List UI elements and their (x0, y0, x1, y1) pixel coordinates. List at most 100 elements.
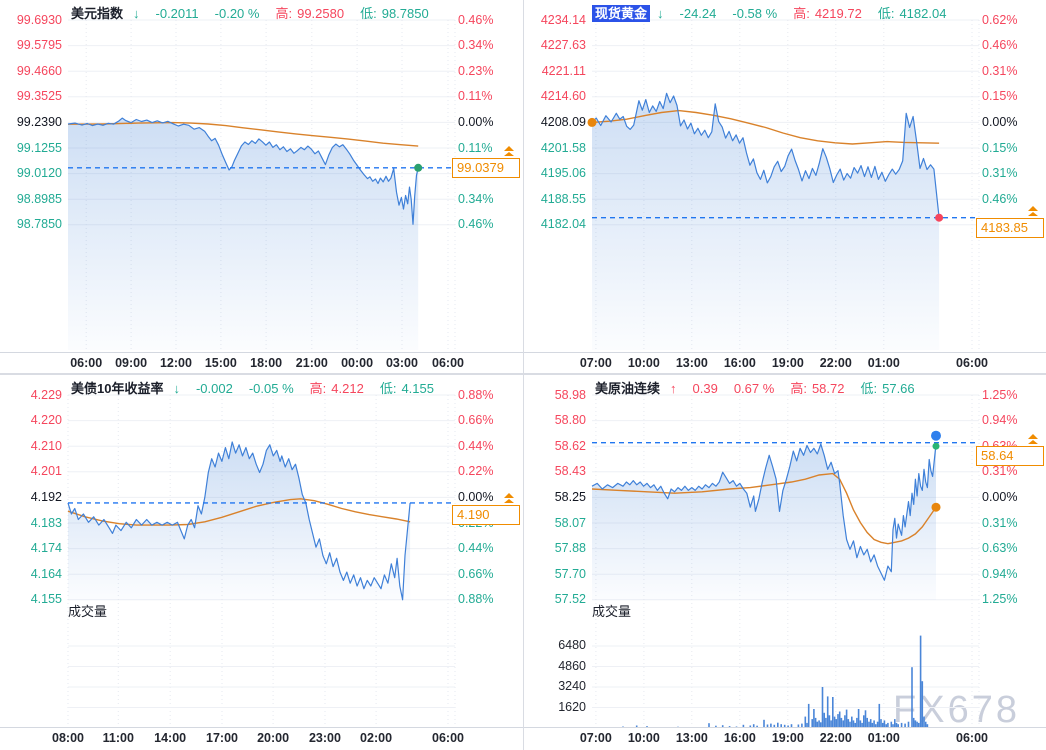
x-axis-tick: 07:00 (579, 356, 612, 370)
y-axis-tick-right: 0.62% (982, 12, 1018, 27)
jump-to-latest-arrow-icon[interactable] (1028, 434, 1039, 444)
chart-canvas[interactable] (524, 375, 1046, 750)
y-axis-tick-left: 99.6930 (16, 12, 62, 27)
y-axis-tick-left: 98.8985 (16, 191, 62, 206)
x-axis-tick: 16:00 (723, 356, 756, 370)
jump-to-latest-arrow-icon[interactable] (504, 146, 515, 156)
y-axis-tick-left: 57.52 (554, 592, 586, 607)
y-axis-tick-left: 4221.11 (541, 63, 586, 78)
y-axis-tick-right: 0.94% (982, 413, 1018, 428)
y-axis-tick-right: 0.46% (982, 191, 1018, 206)
y-axis-tick-right: 0.00% (982, 489, 1018, 504)
y-axis-tick-right: 0.15% (982, 89, 1018, 104)
last-price-box: 99.0379 (452, 158, 520, 178)
y-axis-tick-right: 0.46% (982, 38, 1018, 53)
volume-section-label: 成交量 (68, 604, 108, 619)
y-axis-tick-right: 0.44% (458, 541, 494, 556)
y-axis-tick-left: 4234.14 (540, 12, 586, 27)
y-axis-tick-left: 58.80 (554, 413, 586, 428)
y-axis-tick-right: 0.66% (458, 566, 494, 581)
y-axis-tick-left: 4.210 (30, 438, 62, 453)
x-axis-tick: 19:00 (771, 731, 804, 745)
panel-spot-gold: 现货黄金 ↓ -24.24 -0.58 % 高: 4219.72 低: 4182… (523, 0, 1046, 375)
x-axis-tick: 06:00 (70, 356, 103, 370)
x-axis-tick: 13:00 (675, 731, 708, 745)
y-axis-tick-left: 58.98 (554, 387, 586, 402)
change-value: -0.002 (195, 381, 233, 396)
volume-axis-tick: 4860 (558, 658, 586, 673)
x-axis-tick: 15:00 (204, 356, 237, 370)
y-axis-tick-left: 58.62 (554, 438, 586, 453)
y-axis-tick-left: 4.229 (30, 387, 62, 402)
x-axis-tick: 00:00 (341, 356, 374, 370)
y-axis-tick-left: 99.2390 (16, 114, 62, 129)
y-axis-tick-left: 4195.06 (540, 166, 586, 181)
x-axis-tick: 20:00 (257, 731, 290, 745)
x-axis-tick: 01:00 (867, 356, 900, 370)
y-axis-tick-right: 0.46% (458, 12, 494, 27)
instrument-title[interactable]: 美元指数 (71, 6, 124, 21)
change-percent: -0.20 % (214, 6, 260, 21)
y-axis-tick-right: 0.11% (458, 140, 493, 155)
direction-arrow-icon: ↓ (133, 6, 140, 21)
instrument-title[interactable]: 美债10年收益率 (71, 381, 164, 396)
high-value: 4219.72 (814, 6, 862, 21)
y-axis-tick-left: 99.3525 (16, 89, 62, 104)
y-axis-tick-left: 99.5795 (16, 38, 62, 53)
x-axis-tick: 03:00 (385, 356, 418, 370)
instrument-title[interactable]: 现货黄金 (592, 5, 651, 22)
high-value: 58.72 (811, 381, 845, 396)
y-axis-tick-left: 57.70 (554, 566, 586, 581)
x-axis-tick: 19:00 (771, 356, 804, 370)
direction-arrow-icon: ↓ (173, 381, 180, 396)
y-axis-tick-right: 0.44% (458, 438, 494, 453)
y-axis-tick-right: 0.88% (458, 592, 494, 607)
low-label: 低: (860, 381, 878, 396)
price-chart-svg (0, 394, 523, 728)
y-axis-tick-right: 0.31% (982, 515, 1018, 530)
y-axis-tick-left: 58.07 (554, 515, 586, 530)
x-axis-tick: 14:00 (154, 731, 187, 745)
x-axis-tick: 06:00 (956, 356, 989, 370)
jump-to-latest-arrow-icon[interactable] (1028, 206, 1039, 216)
last-price-box: 4183.85 (976, 218, 1044, 238)
y-axis-tick-left: 4.220 (30, 413, 62, 428)
y-axis-tick-left: 98.7850 (16, 217, 62, 232)
x-axis-tick: 06:00 (432, 356, 465, 370)
volume-section-label: 成交量 (592, 604, 632, 619)
y-axis-tick-left: 4214.60 (540, 89, 586, 104)
chart-canvas[interactable] (0, 375, 523, 750)
panel-usd-index: 美元指数 ↓ -0.2011 -0.20 % 高: 99.2580 低: 98.… (0, 0, 523, 375)
y-axis-tick-left: 4.164 (30, 566, 62, 581)
y-axis-tick-left: 4208.09 (540, 114, 586, 129)
high-label: 高: (309, 381, 327, 396)
instrument-title[interactable]: 美原油连续 (595, 381, 661, 396)
y-axis-tick-left: 4.183 (30, 515, 62, 530)
low-value: 98.7850 (381, 6, 429, 21)
high-value: 99.2580 (297, 6, 345, 21)
y-axis-tick-right: 0.34% (458, 191, 494, 206)
x-axis-tick: 22:00 (819, 356, 852, 370)
y-axis-tick-left: 4.174 (30, 541, 62, 556)
y-axis-tick-right: 0.63% (982, 541, 1018, 556)
jump-to-latest-arrow-icon[interactable] (504, 493, 515, 503)
y-axis-tick-right: 0.23% (458, 63, 494, 78)
chart-canvas[interactable] (524, 0, 1046, 373)
change-value: -24.24 (679, 6, 717, 21)
y-axis-tick-left: 57.88 (554, 541, 586, 556)
y-axis-tick-left: 4.192 (30, 489, 62, 504)
y-axis-tick-right: 0.00% (458, 114, 494, 129)
x-axis-tick: 17:00 (206, 731, 238, 745)
chart-header: 现货黄金 ↓ -24.24 -0.58 % 高: 4219.72 低: 4182… (592, 5, 946, 22)
y-axis-tick-right: 0.31% (982, 464, 1018, 479)
change-value: 0.39 (692, 381, 718, 396)
x-axis-tick: 21:00 (295, 356, 328, 370)
x-axis-tick: 02:00 (360, 731, 393, 745)
change-value: -0.2011 (155, 6, 199, 21)
y-axis-tick-left: 4.201 (30, 464, 62, 479)
chart-canvas[interactable] (0, 0, 523, 373)
y-axis-tick-right: 0.00% (982, 114, 1018, 129)
low-label: 低: (360, 6, 377, 21)
y-axis-tick-right: 1.25% (982, 592, 1018, 607)
